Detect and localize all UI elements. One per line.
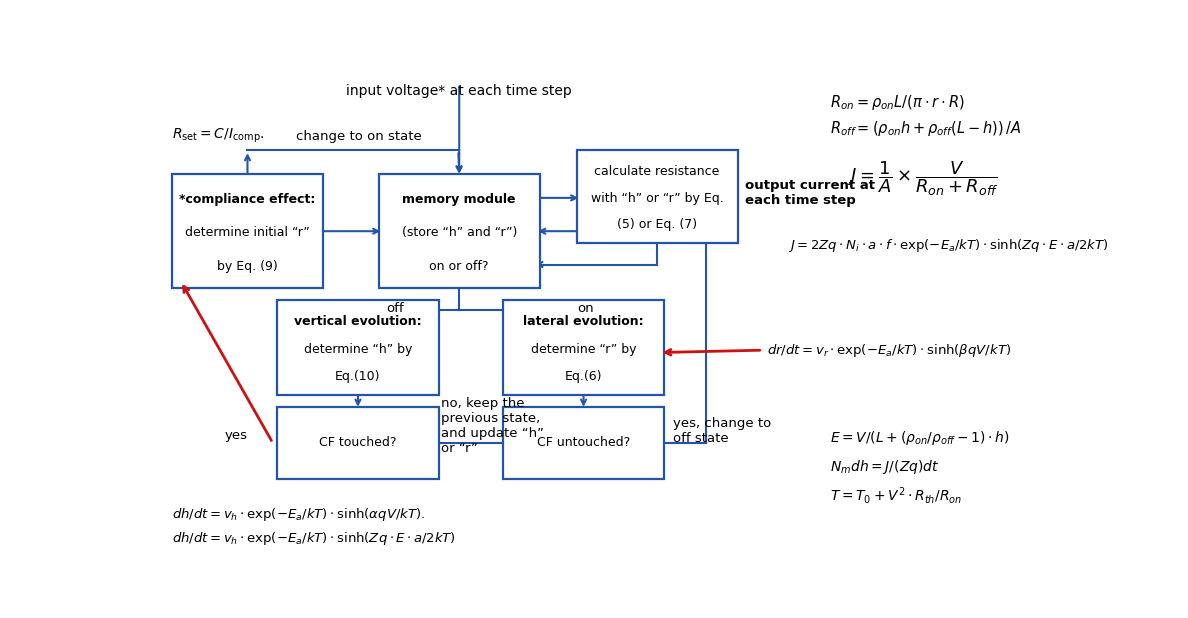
- Text: $E = V/(L + (\rho_{on}/\rho_{off} - 1) \cdot h)$: $E = V/(L + (\rho_{on}/\rho_{off} - 1) \…: [829, 429, 1010, 447]
- Text: $dh/dt = v_h \cdot \exp(-E_a/kT) \cdot \sinh(Zq \cdot E \cdot a/2kT)$: $dh/dt = v_h \cdot \exp(-E_a/kT) \cdot \…: [171, 530, 455, 547]
- Text: $J = \dfrac{1}{A}\times\dfrac{V}{R_{on} + R_{off}}$: $J = \dfrac{1}{A}\times\dfrac{V}{R_{on} …: [848, 159, 999, 198]
- FancyBboxPatch shape: [503, 407, 664, 478]
- Text: vertical evolution:: vertical evolution:: [295, 315, 422, 328]
- Text: by Eq. (9): by Eq. (9): [217, 260, 278, 273]
- Text: no, keep the
previous state,
and update “h”
or “r”: no, keep the previous state, and update …: [441, 397, 544, 455]
- Text: yes, change to
off state: yes, change to off state: [674, 417, 771, 445]
- Text: on: on: [577, 302, 594, 315]
- Text: change to on state: change to on state: [296, 130, 422, 143]
- Text: $J = 2Zq \cdot N_i \cdot a \cdot f \cdot \exp(-E_a/kT) \cdot \sinh(Zq \cdot E \c: $J = 2Zq \cdot N_i \cdot a \cdot f \cdot…: [789, 237, 1110, 254]
- Text: CF touched?: CF touched?: [320, 436, 397, 449]
- FancyBboxPatch shape: [171, 174, 323, 288]
- Text: memory module: memory module: [403, 193, 516, 206]
- Text: input voltage* at each time step: input voltage* at each time step: [346, 84, 571, 98]
- Text: $T = T_0 + V^2 \cdot R_{th}/R_{on}$: $T = T_0 + V^2 \cdot R_{th}/R_{on}$: [829, 485, 962, 506]
- Text: Eq.(10): Eq.(10): [335, 370, 380, 383]
- Text: $N_m dh = J/(Zq)dt$: $N_m dh = J/(Zq)dt$: [829, 458, 940, 476]
- Text: $R_{off} = (\rho_{on} h + \rho_{off}(L - h))\,/A$: $R_{off} = (\rho_{on} h + \rho_{off}(L -…: [829, 119, 1022, 138]
- Text: calculate resistance: calculate resistance: [594, 165, 720, 178]
- Text: $R_{\mathrm{set}} = C/I_{\mathrm{comp}}.$: $R_{\mathrm{set}} = C/I_{\mathrm{comp}}.…: [171, 127, 264, 145]
- Text: $R_{on} = \rho_{on} L/(\pi \cdot r \cdot R)$: $R_{on} = \rho_{on} L/(\pi \cdot r \cdot…: [829, 93, 965, 112]
- Text: Eq.(6): Eq.(6): [564, 370, 602, 383]
- Text: determine “h” by: determine “h” by: [304, 342, 412, 355]
- Text: yes: yes: [225, 430, 247, 442]
- FancyBboxPatch shape: [278, 300, 438, 396]
- Text: $dh/dt = v_h \cdot \exp(-E_a/kT) \cdot \sinh(\alpha q V/kT).$: $dh/dt = v_h \cdot \exp(-E_a/kT) \cdot \…: [171, 506, 425, 523]
- Text: output current at
each time step: output current at each time step: [745, 179, 876, 207]
- Text: on or off?: on or off?: [430, 260, 489, 273]
- Text: determine “r” by: determine “r” by: [531, 342, 637, 355]
- Text: *compliance effect:: *compliance effect:: [179, 193, 316, 206]
- FancyBboxPatch shape: [576, 150, 738, 243]
- Text: CF untouched?: CF untouched?: [537, 436, 630, 449]
- Text: off: off: [386, 302, 404, 315]
- Text: (5) or Eq. (7): (5) or Eq. (7): [617, 218, 697, 231]
- Text: lateral evolution:: lateral evolution:: [523, 315, 644, 328]
- FancyBboxPatch shape: [379, 174, 539, 288]
- Text: with “h” or “r” by Eq.: with “h” or “r” by Eq.: [590, 192, 723, 205]
- FancyBboxPatch shape: [503, 300, 664, 396]
- Text: $dr/dt = v_r \cdot \exp(-E_a/kT) \cdot \sinh(\beta q V/kT)$: $dr/dt = v_r \cdot \exp(-E_a/kT) \cdot \…: [767, 342, 1011, 358]
- Text: determine initial “r”: determine initial “r”: [185, 226, 310, 239]
- Text: (store “h” and “r”): (store “h” and “r”): [402, 226, 517, 239]
- FancyBboxPatch shape: [278, 407, 438, 478]
